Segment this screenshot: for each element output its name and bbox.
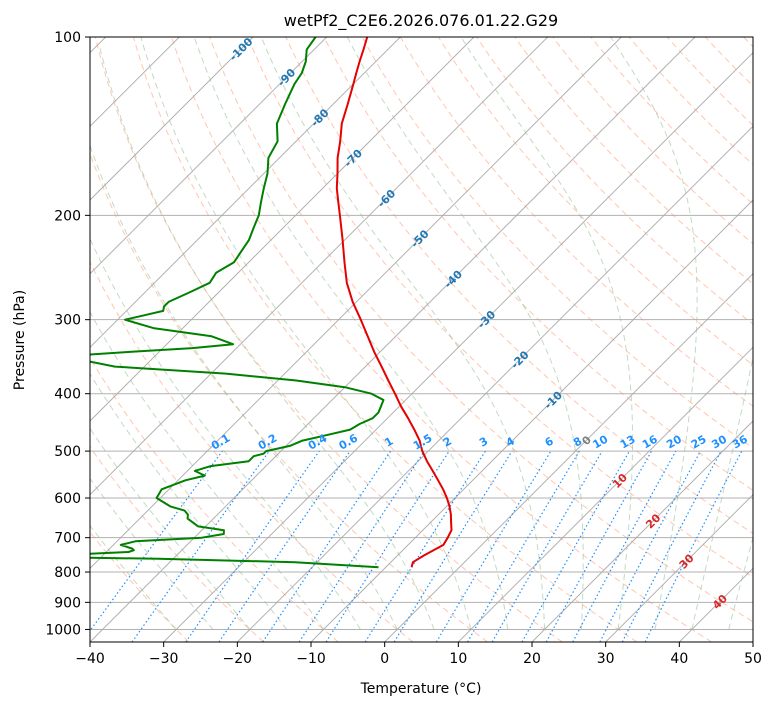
x-tick-label: −20 xyxy=(223,651,253,667)
x-tick-label: −30 xyxy=(149,651,179,667)
x-tick-label: 30 xyxy=(597,651,615,667)
y-tick-label: 900 xyxy=(54,595,81,611)
y-tick-label: 200 xyxy=(54,208,81,224)
x-tick-label: −40 xyxy=(75,651,105,667)
x-tick-label: 10 xyxy=(449,651,467,667)
y-tick-label: 1000 xyxy=(45,622,81,638)
y-tick-label: 700 xyxy=(54,531,81,547)
chart-title: wetPf2_C2E6.2026.076.01.22.G29 xyxy=(284,11,558,31)
y-tick-label: 400 xyxy=(54,387,81,403)
x-tick-label: 0 xyxy=(380,651,389,667)
x-tick-label: −10 xyxy=(296,651,326,667)
y-axis-label: Pressure (hPa) xyxy=(12,290,28,390)
x-axis-label: Temperature (°C) xyxy=(360,681,482,697)
y-tick-label: 100 xyxy=(54,30,81,46)
y-tick-label: 600 xyxy=(54,491,81,507)
y-tick-label: 500 xyxy=(54,444,81,460)
x-tick-label: 20 xyxy=(523,651,541,667)
y-tick-label: 800 xyxy=(54,565,81,581)
x-tick-label: 50 xyxy=(744,651,762,667)
y-tick-label: 300 xyxy=(54,313,81,329)
x-tick-label: 40 xyxy=(670,651,688,667)
